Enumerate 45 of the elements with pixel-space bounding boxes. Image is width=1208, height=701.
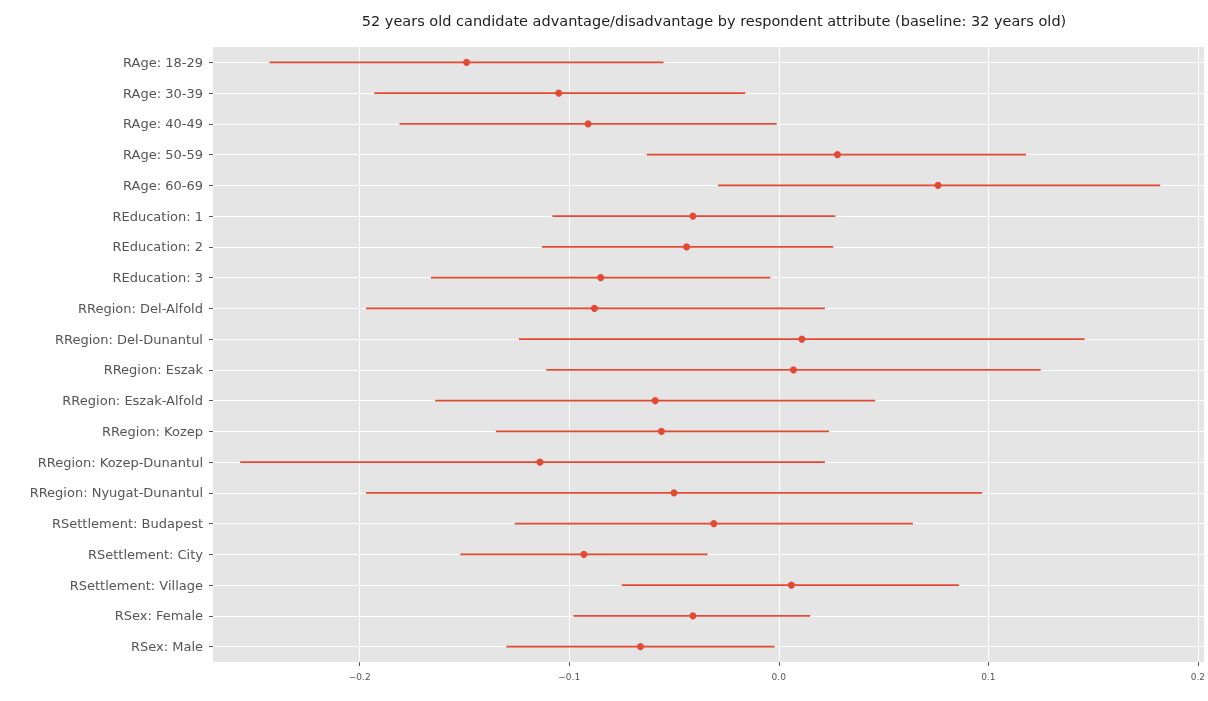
x-tick-label: 0.1 (981, 671, 996, 682)
point (463, 58, 471, 66)
point (580, 550, 588, 558)
y-tick-label: RAge: 30-39 (123, 85, 203, 101)
point (636, 643, 644, 651)
y-tick-label: RAge: 50-59 (123, 147, 203, 163)
point (590, 304, 598, 312)
point (651, 397, 659, 405)
point (787, 581, 795, 589)
point (789, 366, 797, 374)
y-tick-label: RSettlement: Budapest (51, 516, 203, 532)
y-tick-label: RSettlement: Village (69, 577, 203, 593)
x-tick-label: 0.2 (1190, 671, 1206, 682)
y-tick-label: RRegion: Del-Alfold (78, 300, 203, 316)
point (597, 274, 605, 282)
y-tick-label: REducation: 1 (112, 208, 203, 224)
point (689, 212, 697, 220)
point (555, 89, 563, 97)
point (689, 612, 697, 620)
y-tick-label: RRegion: Kozep (102, 423, 203, 439)
y-tick-label: RRegion: Del-Dunantul (54, 331, 203, 347)
point (683, 243, 691, 251)
x-tick-label: −0.1 (558, 671, 581, 682)
point (536, 458, 544, 466)
y-tick-label: RAge: 40-49 (123, 116, 203, 132)
point (833, 151, 841, 159)
point (710, 520, 718, 528)
y-tick-label: RRegion: Eszak-Alfold (62, 393, 203, 409)
chart-title: 52 years old candidate advantage/disadvantage by respondent attribute (baseline: 32 years old) (361, 12, 1067, 29)
y-tick-label: RRegion: Kozep-Dunantul (37, 454, 203, 470)
y-tick-label: REducation: 2 (112, 239, 203, 255)
y-tick-label: RAge: 18-29 (123, 54, 203, 70)
y-tick-label: RSettlement: City (87, 546, 204, 562)
point (934, 181, 942, 189)
y-tick-label: RRegion: Nyugat-Dunantul (29, 485, 203, 501)
point (657, 427, 665, 435)
y-tick-label: RAge: 60-69 (123, 177, 203, 193)
point (584, 120, 592, 128)
y-tick-label: REducation: 3 (112, 270, 203, 286)
y-tick-label: RSex: Male (130, 639, 203, 655)
x-tick-label: 0.0 (771, 671, 787, 682)
point (798, 335, 806, 343)
y-tick-label: RRegion: Eszak (103, 362, 204, 378)
y-tick-label: RSex: Female (114, 608, 203, 624)
x-tick-label: −0.2 (348, 671, 371, 682)
